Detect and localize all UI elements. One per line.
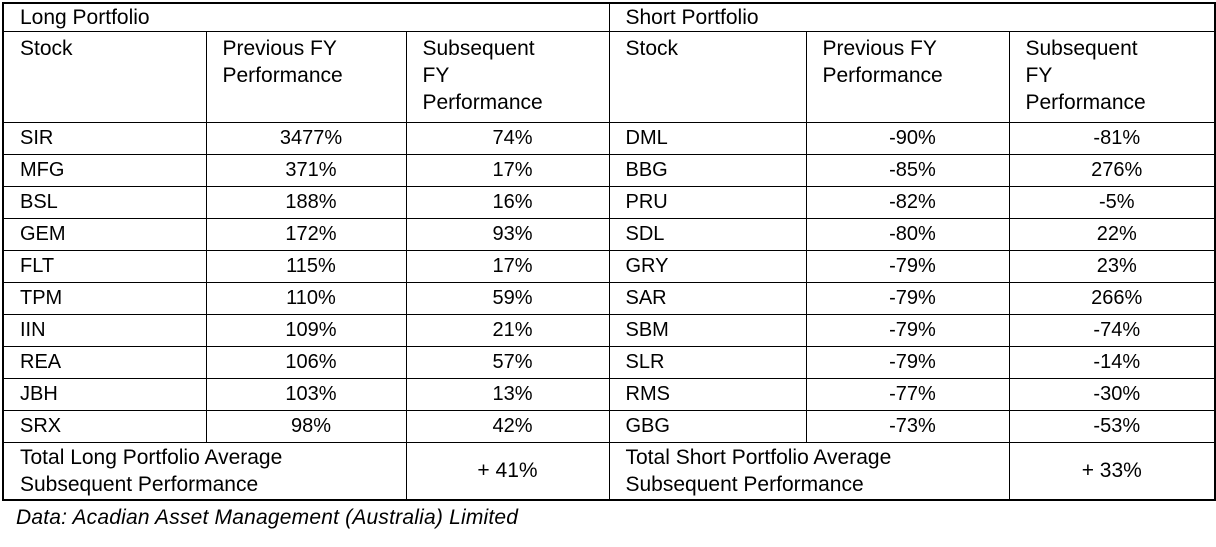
short-stock-cell: RMS (608, 378, 807, 411)
long-previous-cell: 371% (205, 154, 407, 187)
short-total-label: Total Short Portfolio Average Subsequent… (608, 442, 1010, 501)
short-stock-cell: SDL (608, 218, 807, 251)
short-subsequent-cell: 22% (1008, 218, 1216, 251)
short-stock-cell: SAR (608, 282, 807, 315)
long-stock-cell: GEM (2, 218, 207, 251)
portfolio-performance-table: Long Portfolio Short Portfolio Stock Pre… (2, 2, 1216, 501)
table-row: SIR 3477% 74% DML -90% -81% (2, 122, 1216, 155)
long-stock-cell: SRX (2, 410, 207, 443)
long-previous-cell: 3477% (205, 122, 407, 155)
table-row: TPM 110% 59% SAR -79% 266% (2, 282, 1216, 315)
short-stock-cell: GRY (608, 250, 807, 283)
short-subsequent-cell: 276% (1008, 154, 1216, 187)
short-previous-cell: -79% (805, 346, 1010, 379)
long-subsequent-fy-header: Subsequent FY Performance (405, 31, 610, 123)
short-total-value: + 33% (1008, 442, 1216, 501)
long-subsequent-cell: 13% (405, 378, 610, 411)
long-stock-cell: REA (2, 346, 207, 379)
short-subsequent-fy-header: Subsequent FY Performance (1008, 31, 1216, 123)
short-stock-cell: SBM (608, 314, 807, 347)
table-row: BSL 188% 16% PRU -82% -5% (2, 186, 1216, 219)
short-subsequent-cell: 266% (1008, 282, 1216, 315)
short-subsequent-cell: -14% (1008, 346, 1216, 379)
short-stock-header: Stock (608, 31, 807, 123)
long-subsequent-cell: 93% (405, 218, 610, 251)
short-previous-cell: -80% (805, 218, 1010, 251)
short-subsequent-cell: -81% (1008, 122, 1216, 155)
short-portfolio-title: Short Portfolio (608, 2, 1216, 32)
short-previous-cell: -79% (805, 314, 1010, 347)
data-source-note: Data: Acadian Asset Management (Australi… (16, 506, 519, 529)
long-subsequent-cell: 57% (405, 346, 610, 379)
long-subsequent-cell: 16% (405, 186, 610, 219)
long-subsequent-cell: 17% (405, 154, 610, 187)
table-row: FLT 115% 17% GRY -79% 23% (2, 250, 1216, 283)
short-previous-cell: -90% (805, 122, 1010, 155)
long-stock-cell: SIR (2, 122, 207, 155)
long-stock-cell: BSL (2, 186, 207, 219)
short-subsequent-cell: -74% (1008, 314, 1216, 347)
long-total-value: + 41% (405, 442, 610, 501)
short-previous-cell: -79% (805, 250, 1010, 283)
long-previous-cell: 115% (205, 250, 407, 283)
table-row: REA 106% 57% SLR -79% -14% (2, 346, 1216, 379)
short-previous-cell: -85% (805, 154, 1010, 187)
short-previous-cell: -73% (805, 410, 1010, 443)
short-stock-cell: BBG (608, 154, 807, 187)
long-portfolio-title: Long Portfolio (2, 2, 610, 32)
long-subsequent-cell: 42% (405, 410, 610, 443)
table-row: GEM 172% 93% SDL -80% 22% (2, 218, 1216, 251)
long-subsequent-cell: 59% (405, 282, 610, 315)
long-previous-cell: 98% (205, 410, 407, 443)
long-stock-header: Stock (2, 31, 207, 123)
long-previous-cell: 110% (205, 282, 407, 315)
short-previous-cell: -77% (805, 378, 1010, 411)
total-row: Total Long Portfolio Average Subsequent … (2, 442, 1216, 501)
long-previous-cell: 188% (205, 186, 407, 219)
long-stock-cell: TPM (2, 282, 207, 315)
long-subsequent-cell: 21% (405, 314, 610, 347)
table-row: SRX 98% 42% GBG -73% -53% (2, 410, 1216, 443)
table-row: IIN 109% 21% SBM -79% -74% (2, 314, 1216, 347)
long-previous-cell: 106% (205, 346, 407, 379)
short-subsequent-cell: -30% (1008, 378, 1216, 411)
long-stock-cell: IIN (2, 314, 207, 347)
long-stock-cell: JBH (2, 378, 207, 411)
title-row: Long Portfolio Short Portfolio (2, 2, 1216, 32)
short-subsequent-cell: -5% (1008, 186, 1216, 219)
short-subsequent-cell: 23% (1008, 250, 1216, 283)
long-subsequent-cell: 17% (405, 250, 610, 283)
short-previous-cell: -82% (805, 186, 1010, 219)
short-stock-cell: PRU (608, 186, 807, 219)
short-subsequent-cell: -53% (1008, 410, 1216, 443)
table-row: MFG 371% 17% BBG -85% 276% (2, 154, 1216, 187)
long-previous-fy-header: Previous FY Performance (205, 31, 407, 123)
short-stock-cell: GBG (608, 410, 807, 443)
short-previous-fy-header: Previous FY Performance (805, 31, 1010, 123)
short-previous-cell: -79% (805, 282, 1010, 315)
long-previous-cell: 103% (205, 378, 407, 411)
short-stock-cell: SLR (608, 346, 807, 379)
long-total-label: Total Long Portfolio Average Subsequent … (2, 442, 407, 501)
long-stock-cell: MFG (2, 154, 207, 187)
header-row: Stock Previous FY Performance Subsequent… (2, 31, 1216, 123)
table-row: JBH 103% 13% RMS -77% -30% (2, 378, 1216, 411)
long-stock-cell: FLT (2, 250, 207, 283)
long-subsequent-cell: 74% (405, 122, 610, 155)
long-previous-cell: 109% (205, 314, 407, 347)
long-previous-cell: 172% (205, 218, 407, 251)
short-stock-cell: DML (608, 122, 807, 155)
